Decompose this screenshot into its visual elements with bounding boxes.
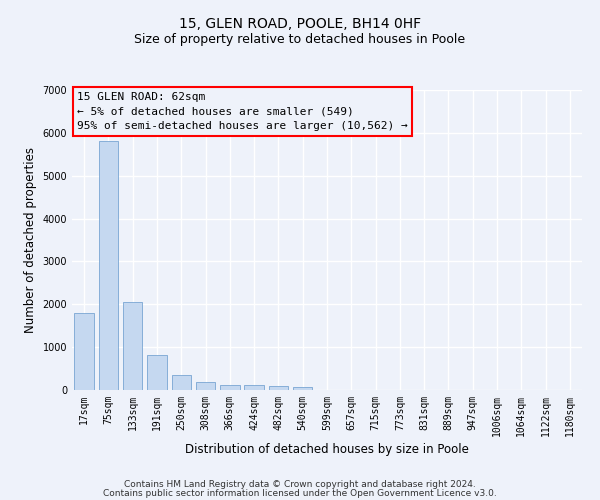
- X-axis label: Distribution of detached houses by size in Poole: Distribution of detached houses by size …: [185, 443, 469, 456]
- Bar: [123, 302, 142, 390]
- Bar: [74, 313, 94, 390]
- Bar: [269, 386, 288, 390]
- Text: Contains HM Land Registry data © Crown copyright and database right 2024.: Contains HM Land Registry data © Crown c…: [124, 480, 476, 489]
- Text: Contains public sector information licensed under the Open Government Licence v3: Contains public sector information licen…: [103, 488, 497, 498]
- Text: Size of property relative to detached houses in Poole: Size of property relative to detached ho…: [134, 32, 466, 46]
- Bar: [147, 355, 167, 390]
- Text: 15, GLEN ROAD, POOLE, BH14 0HF: 15, GLEN ROAD, POOLE, BH14 0HF: [179, 18, 421, 32]
- Bar: [196, 382, 215, 390]
- Bar: [172, 376, 191, 390]
- Y-axis label: Number of detached properties: Number of detached properties: [24, 147, 37, 333]
- Text: 15 GLEN ROAD: 62sqm
← 5% of detached houses are smaller (549)
95% of semi-detach: 15 GLEN ROAD: 62sqm ← 5% of detached hou…: [77, 92, 408, 131]
- Bar: [99, 142, 118, 390]
- Bar: [220, 385, 239, 390]
- Bar: [293, 386, 313, 390]
- Bar: [244, 386, 264, 390]
